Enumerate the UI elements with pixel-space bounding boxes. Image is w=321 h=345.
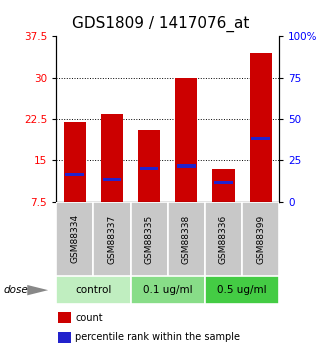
Bar xyxy=(168,202,205,276)
Text: 0.1 ug/ml: 0.1 ug/ml xyxy=(143,285,193,295)
Bar xyxy=(249,53,272,202)
Text: dose: dose xyxy=(3,285,28,295)
Bar xyxy=(242,202,279,276)
Bar xyxy=(131,276,205,304)
Bar xyxy=(58,332,71,343)
Bar xyxy=(103,178,121,181)
Bar xyxy=(93,202,131,276)
Bar xyxy=(205,276,279,304)
Bar xyxy=(64,122,86,202)
Text: GSM88334: GSM88334 xyxy=(70,214,79,264)
Bar xyxy=(101,114,123,202)
Bar xyxy=(138,130,160,202)
Text: control: control xyxy=(75,285,111,295)
Bar xyxy=(58,312,71,323)
Bar xyxy=(56,202,93,276)
Bar xyxy=(205,202,242,276)
Text: 0.5 ug/ml: 0.5 ug/ml xyxy=(217,285,267,295)
Bar xyxy=(251,137,270,140)
Text: GSM88399: GSM88399 xyxy=(256,214,265,264)
Bar xyxy=(65,172,84,176)
Text: GSM88337: GSM88337 xyxy=(108,214,117,264)
Bar xyxy=(214,181,233,184)
Text: GSM88335: GSM88335 xyxy=(145,214,154,264)
Bar xyxy=(175,78,197,202)
Text: GSM88338: GSM88338 xyxy=(182,214,191,264)
Text: count: count xyxy=(75,313,103,323)
Text: GDS1809 / 1417076_at: GDS1809 / 1417076_at xyxy=(72,16,249,32)
Bar xyxy=(140,167,159,170)
Bar xyxy=(177,164,195,168)
Bar xyxy=(131,202,168,276)
Polygon shape xyxy=(27,285,48,295)
Bar xyxy=(56,276,131,304)
Bar xyxy=(213,169,235,202)
Text: GSM88336: GSM88336 xyxy=(219,214,228,264)
Text: percentile rank within the sample: percentile rank within the sample xyxy=(75,333,240,343)
